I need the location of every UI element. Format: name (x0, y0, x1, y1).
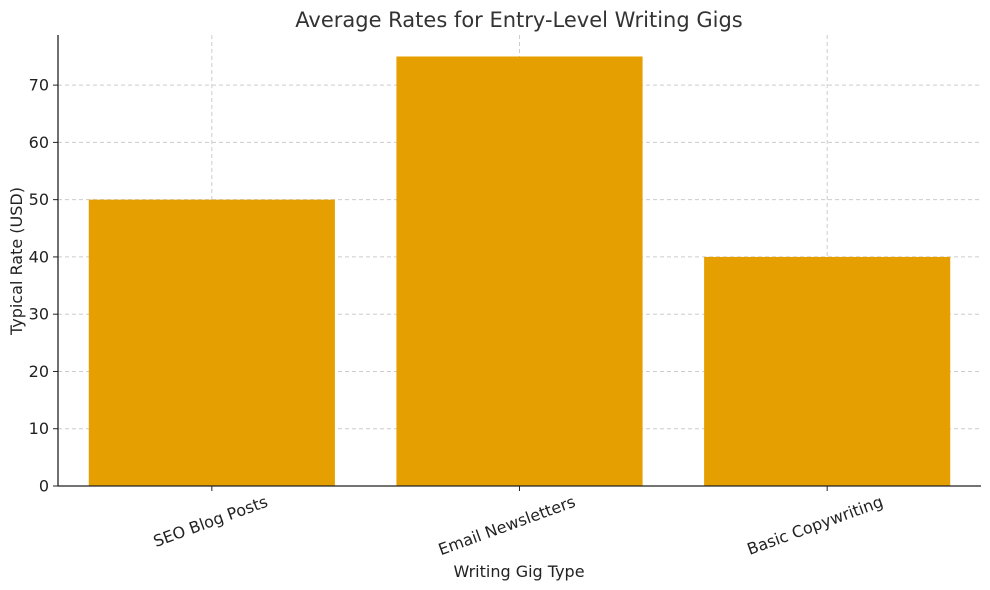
y-tick-label: 30 (29, 305, 49, 324)
y-tick-label: 60 (29, 133, 49, 152)
y-tick-label: 40 (29, 247, 49, 266)
x-axis-label: Writing Gig Type (453, 562, 584, 581)
y-tick-label: 0 (39, 477, 49, 496)
x-tick-label: Basic Copywriting (745, 492, 886, 559)
y-axis-label: Typical Rate (USD) (7, 187, 26, 336)
x-tick-label: Email Newsletters (436, 492, 578, 559)
x-ticks: SEO Blog Posts Email Newsletters Basic Cop… (151, 486, 886, 559)
y-tick-label: 50 (29, 190, 49, 209)
y-tick-label: 10 (29, 419, 49, 438)
y-tick-label: 70 (29, 76, 49, 95)
y-ticks: 0 10 20 30 40 50 60 70 (29, 76, 58, 496)
bar-email-newsletters (396, 56, 643, 486)
x-tick-label: SEO Blog Posts (151, 492, 270, 551)
bar-seo-blog-posts (88, 199, 335, 486)
bars (88, 56, 951, 486)
y-tick-label: 20 (29, 362, 49, 381)
chart-title: Average Rates for Entry-Level Writing Gi… (295, 8, 742, 32)
bar-basic-copywriting (704, 256, 951, 486)
